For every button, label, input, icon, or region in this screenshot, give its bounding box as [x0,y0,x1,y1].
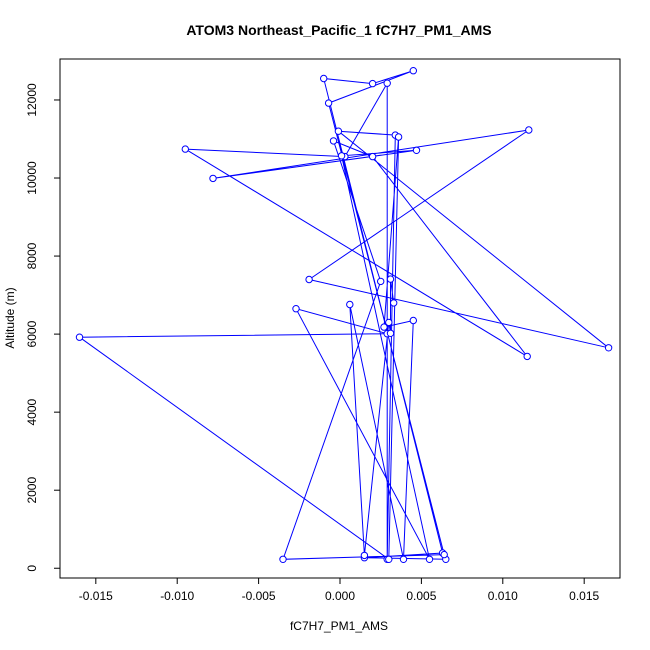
y-tick-label: 12000 [25,83,39,117]
x-axis-label: fC7H7_PM1_AMS [290,619,388,633]
data-point [324,99,333,107]
series-points [75,67,613,563]
y-tick-label: 6000 [25,320,39,347]
data-point [292,305,300,313]
x-tick-label: 0.010 [488,589,518,603]
x-tick-label: -0.005 [242,589,276,603]
data-point [412,146,421,155]
y-tick-label: 4000 [25,398,39,425]
data-point [377,277,385,286]
y-axis: 0 2000 4000 6000 8000 10000 12000 [25,83,60,572]
y-axis-label: Altitude (m) [3,287,17,348]
data-point [385,555,393,563]
data-point [409,67,417,75]
data-point [604,344,613,352]
x-tick-label: 0.000 [325,589,355,603]
data-point [368,79,377,88]
y-tick-label: 8000 [25,242,39,269]
x-tick-label: -0.010 [160,589,194,603]
data-point [360,551,369,560]
data-point [399,555,408,563]
y-tick-label: 2000 [25,477,39,504]
data-point [523,352,531,361]
data-point [409,316,417,325]
data-point [329,137,338,145]
data-point [334,127,343,135]
series-line [77,70,609,561]
data-point [209,174,217,183]
data-point [305,275,313,284]
data-point [425,555,434,563]
data-point [368,152,377,161]
x-axis: -0.015 -0.010 -0.005 0.000 0.005 0.010 0.015 [79,578,600,603]
data-point [390,299,398,307]
data-point [385,318,393,327]
data-point [386,329,395,337]
data-point [279,555,287,563]
chart-title: ATOM3 Northeast_Pacific_1 fC7H7_PM1_AMS [186,22,491,38]
data-point [75,333,84,341]
data-point [346,300,354,309]
data-point [181,145,190,153]
plot-frame [59,58,621,579]
data-point [383,79,391,87]
x-tick-label: 0.005 [406,589,436,603]
data-point [380,323,388,331]
data-point [440,550,448,559]
y-tick-label: 0 [25,565,39,572]
y-tick-label: 10000 [25,161,39,195]
series-lines [77,70,609,561]
data-point [320,74,328,83]
data-point [337,152,346,160]
data-point [394,133,403,141]
x-tick-label: 0.015 [569,589,599,603]
data-point [525,126,533,134]
x-tick-label: -0.015 [79,589,113,603]
data-point [386,275,395,283]
